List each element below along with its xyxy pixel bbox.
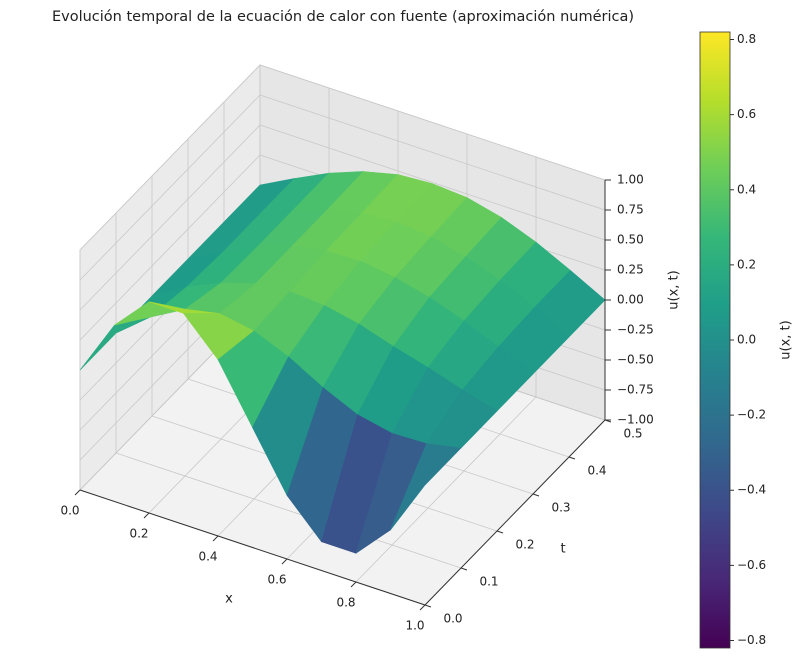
colorbar-tick-label: 0.2 xyxy=(737,257,756,271)
grid-line xyxy=(115,452,462,569)
x-axis-label: x xyxy=(225,592,233,607)
y-axis-label: t xyxy=(560,542,565,557)
colorbar-fill xyxy=(699,31,731,649)
x-tick xyxy=(143,512,150,519)
x-tick-label: 0.4 xyxy=(198,550,217,564)
x-tick-label: 0.2 xyxy=(129,527,148,541)
colorbar-tick-label: −0.4 xyxy=(737,483,766,497)
grid-line xyxy=(259,124,606,241)
colorbar: −0.8 −0.6 −0.4 −0.2 0.0 0.2 0.4 0.6 0.8 u(x, t) xyxy=(699,31,794,649)
y-axis-line xyxy=(424,419,606,606)
y-tick-label: 0.1 xyxy=(479,575,498,589)
x-tick xyxy=(419,604,426,611)
y-tick-label: 0.4 xyxy=(587,464,606,478)
z-axis-label: u(x, t) xyxy=(667,270,682,309)
y-tick xyxy=(496,530,504,534)
grid-line xyxy=(79,64,261,251)
colorbar-tick-label: −0.6 xyxy=(737,558,766,572)
z-tick-label: −0.25 xyxy=(617,323,654,337)
y-tick xyxy=(424,604,432,608)
colorbar-tick-label: −0.8 xyxy=(737,633,766,647)
z-tick-label: −0.75 xyxy=(617,383,654,397)
colorbar-tick-label: −0.2 xyxy=(737,408,766,422)
y-tick xyxy=(460,567,468,571)
surface xyxy=(79,171,606,554)
x-tick xyxy=(281,558,288,565)
x-tick-label: 0.6 xyxy=(267,573,286,587)
grid-line xyxy=(355,396,537,583)
x-tick-label: 1.0 xyxy=(405,619,424,633)
z-tick-label: −1.00 xyxy=(617,413,654,427)
grid-line xyxy=(79,124,261,311)
y-tick-label: 0.5 xyxy=(623,427,642,441)
z-tick-label: 1.00 xyxy=(617,173,644,187)
grid-line xyxy=(259,64,606,181)
x-tick-label: 0.0 xyxy=(60,504,79,518)
colorbar-label: u(x, t) xyxy=(779,320,794,359)
chart-title: Evolución temporal de la ecuación de cal… xyxy=(52,9,634,25)
y-tick-label: 0.3 xyxy=(551,501,570,515)
colorbar-tick-label: 0.0 xyxy=(737,333,756,347)
x-tick xyxy=(212,535,219,542)
grid-line xyxy=(259,94,606,211)
x-tick-label: 0.8 xyxy=(336,596,355,610)
grid-line xyxy=(79,154,261,341)
z-tick-label: 0.25 xyxy=(617,263,644,277)
z-tick-label: −0.50 xyxy=(617,353,654,367)
z-tick-label: 0.00 xyxy=(617,293,644,307)
colorbar-tick-label: 0.4 xyxy=(737,182,756,196)
z-tick-label: 0.75 xyxy=(617,203,644,217)
x-tick xyxy=(74,489,81,496)
colorbar-tick-label: 0.8 xyxy=(737,32,756,46)
axes: 0.0 0.2 0.4 0.6 0.8 1.0 0.0 0.1 0.2 0.3 0.4 0.5−1.0… xyxy=(60,173,681,633)
x-axis-line xyxy=(79,489,426,606)
surface-patch xyxy=(390,443,462,531)
z-tick-label: 0.50 xyxy=(617,233,644,247)
y-tick-label: 0.2 xyxy=(515,538,534,552)
x-tick xyxy=(350,581,357,588)
y-tick xyxy=(568,456,576,460)
grid-line xyxy=(79,94,261,281)
y-tick-label: 0.0 xyxy=(443,612,462,626)
colorbar-tick-label: 0.6 xyxy=(737,107,756,121)
y-tick xyxy=(532,493,540,497)
